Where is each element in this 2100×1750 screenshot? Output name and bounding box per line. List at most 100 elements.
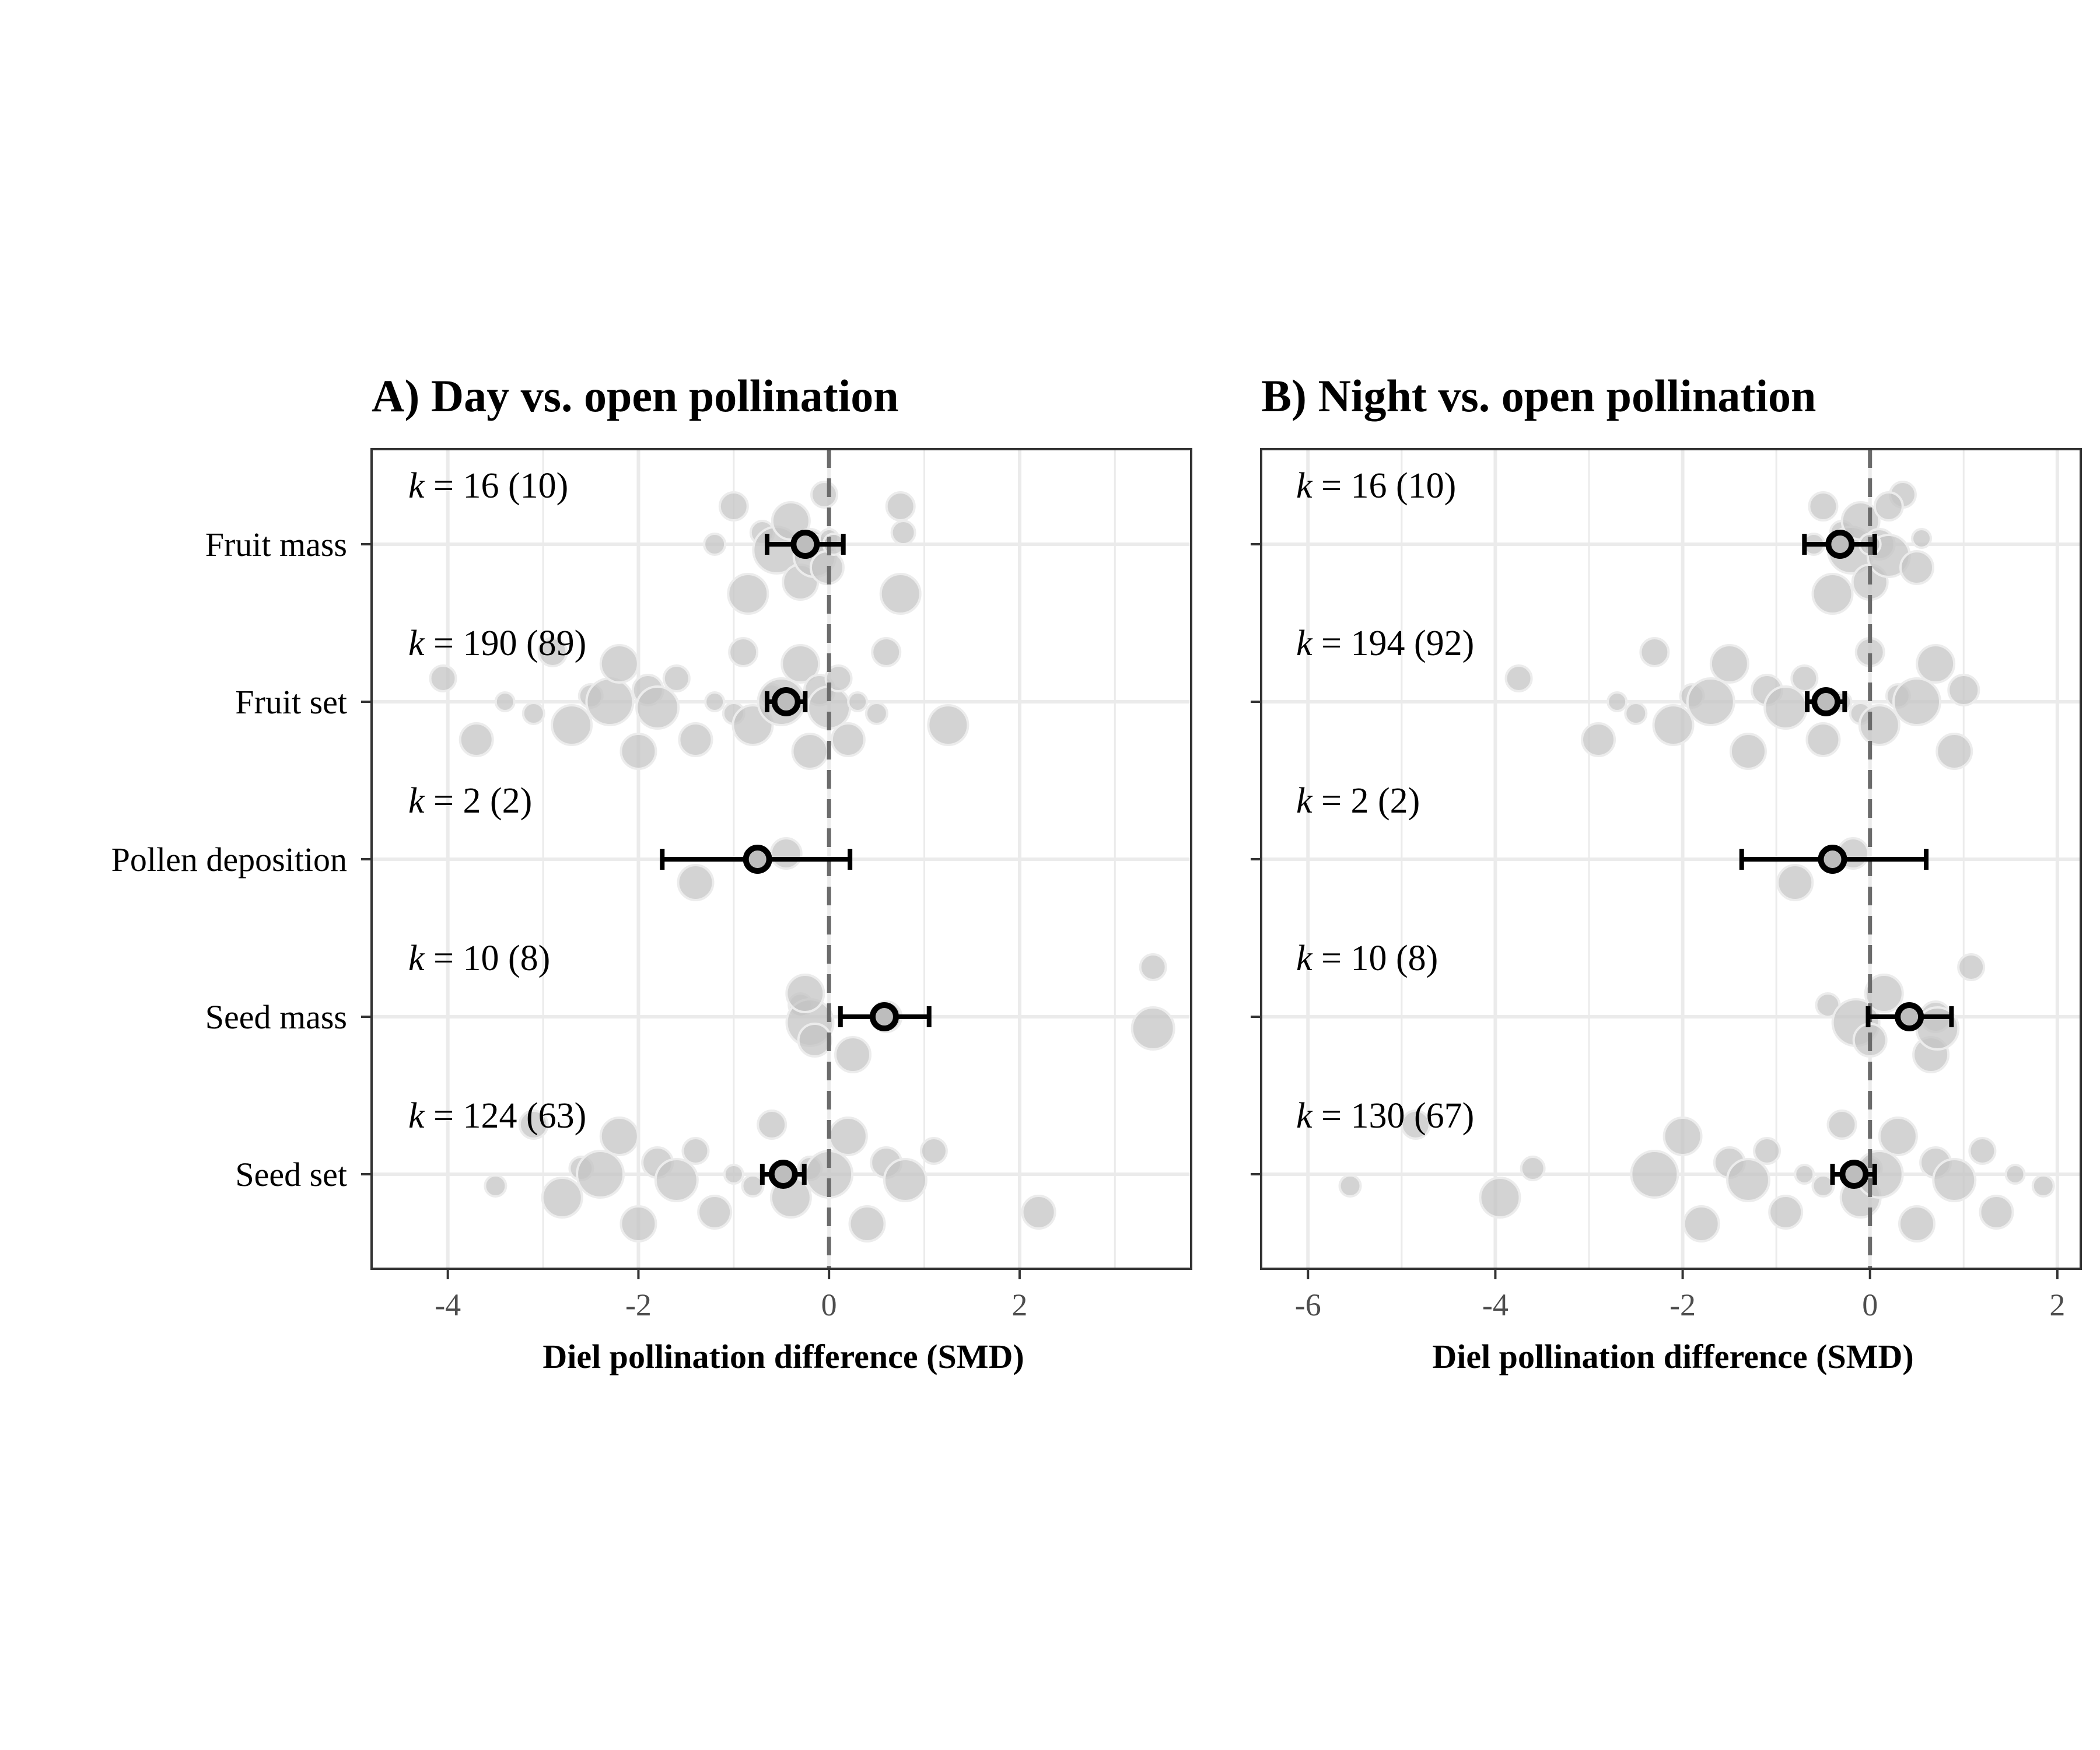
effect-size-point: [459, 722, 494, 757]
effect-size-point: [1130, 1006, 1175, 1051]
effect-size-point: [494, 691, 516, 712]
effect-size-point: [704, 691, 726, 712]
effect-size-point: [824, 664, 853, 692]
effect-size-point: [1979, 1195, 2014, 1230]
k-label: k = 2 (2): [1296, 781, 1420, 821]
effect-size-point: [791, 733, 829, 770]
effect-size-point: [681, 1137, 710, 1165]
effect-size-point: [885, 491, 916, 522]
effect-size-point: [1662, 1116, 1703, 1156]
effect-size-point: [1790, 664, 1819, 692]
effect-size-point: [1898, 1205, 1936, 1242]
x-tick-label: 2: [1012, 1287, 1027, 1322]
x-tick-label: 2: [2049, 1287, 2065, 1322]
effect-size-point: [429, 664, 457, 692]
pooled-estimate-point: [743, 845, 772, 874]
effect-size-point: [1936, 733, 1973, 770]
effect-size-point: [541, 1177, 583, 1219]
effect-size-point: [848, 1205, 886, 1242]
effect-size-point: [1873, 491, 1904, 522]
effect-size-point: [828, 1116, 868, 1156]
effect-size-point: [797, 1023, 832, 1058]
effect-size-point: [1932, 1158, 1977, 1202]
effect-size-point: [1400, 1110, 1431, 1140]
x-tick-label: -2: [625, 1287, 652, 1322]
effect-size-point: [1947, 674, 1980, 706]
effect-size-point: [1709, 644, 1749, 684]
effect-size-point: [1504, 664, 1533, 692]
effect-size-point: [2031, 1174, 2055, 1198]
effect-size-point: [1686, 677, 1735, 726]
effect-size-point: [1606, 691, 1628, 712]
k-label: k = 194 (92): [1296, 624, 1474, 663]
effect-size-point: [769, 837, 803, 870]
effect-size-point: [1805, 722, 1841, 757]
effect-size-point: [1639, 637, 1670, 667]
effect-size-point: [1808, 491, 1839, 522]
effect-size-point: [1864, 974, 1904, 1013]
effect-size-point: [727, 573, 769, 615]
effect-size-point: [654, 1158, 699, 1202]
effect-size-point: [757, 1110, 788, 1140]
category-label: Seed set: [235, 1156, 347, 1194]
effect-size-point: [1794, 1164, 1815, 1185]
effect-size-point: [703, 533, 727, 556]
effect-size-point: [1520, 1156, 1546, 1181]
pooled-estimate-point: [768, 1160, 798, 1189]
category-label: Seed mass: [205, 998, 347, 1036]
pooled-estimate-point: [1895, 1002, 1924, 1031]
effect-size-point: [1630, 1150, 1679, 1199]
effect-size-point: [678, 722, 713, 757]
effect-size-point: [771, 501, 811, 541]
effect-size-point: [2004, 1164, 2026, 1185]
effect-size-point: [1826, 1110, 1857, 1140]
effect-size-point: [1021, 1195, 1056, 1230]
category-label: Pollen deposition: [111, 841, 347, 878]
effect-size-point: [620, 733, 657, 770]
effect-size-point: [718, 491, 749, 522]
effect-size-point: [662, 664, 691, 692]
effect-size-point: [585, 677, 635, 726]
effect-size-point: [1811, 573, 1854, 615]
panel-day: A) Day vs. open pollination Diel pollina…: [111, 370, 1192, 1376]
effect-size-point: [723, 1164, 744, 1185]
effect-size-point: [1729, 733, 1767, 770]
effect-size-point: [1916, 644, 1956, 684]
effect-size-point: [522, 702, 545, 725]
effect-size-point: [834, 1036, 872, 1073]
effect-size-point: [1581, 722, 1616, 757]
effect-size-point: [697, 1195, 733, 1230]
effect-size-point: [1753, 1137, 1782, 1165]
panel-title-night: B) Night vs. open pollination: [1261, 370, 1816, 421]
effect-size-point: [879, 573, 922, 615]
pooled-estimate-point: [771, 687, 801, 716]
effect-size-point: [741, 1174, 765, 1198]
effect-size-point: [1139, 953, 1167, 981]
effect-size-point: [785, 974, 825, 1013]
k-label: k = 10 (8): [408, 939, 550, 978]
effect-size-point: [728, 637, 759, 667]
x-tick-label: -2: [1670, 1287, 1696, 1322]
effect-size-point: [919, 1137, 948, 1165]
k-label: k = 16 (10): [1296, 466, 1456, 506]
effect-size-point: [635, 685, 680, 730]
category-label: Fruit set: [235, 683, 347, 721]
effect-size-point: [1624, 702, 1648, 725]
pooled-estimate-point: [1818, 845, 1847, 874]
effect-size-point: [810, 481, 839, 509]
k-label: k = 2 (2): [408, 781, 532, 821]
effect-size-point: [518, 1110, 549, 1140]
effect-size-point: [551, 704, 593, 746]
effect-size-point: [1682, 1205, 1720, 1242]
effect-size-point: [1957, 953, 1986, 981]
effect-size-point: [871, 637, 902, 667]
effect-size-point: [1776, 864, 1814, 901]
x-tick-label: -4: [1482, 1287, 1508, 1322]
effect-size-point: [1911, 528, 1933, 549]
x-tick-label: -4: [435, 1287, 461, 1322]
x-axis-title-night: Diel pollination difference (SMD): [1432, 1338, 1913, 1376]
effect-size-point: [1768, 1195, 1804, 1230]
effect-size-point: [620, 1205, 657, 1242]
effect-size-point: [1726, 1158, 1770, 1202]
